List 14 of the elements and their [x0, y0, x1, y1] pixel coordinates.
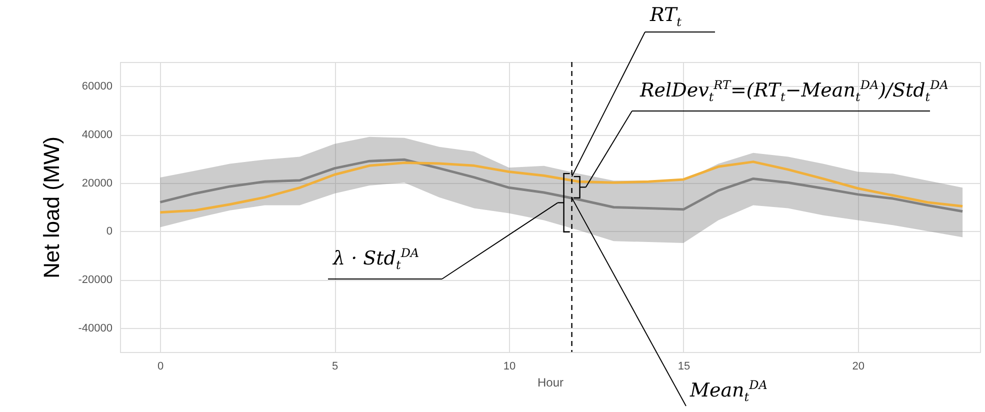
y-tick-label: 20000 — [82, 177, 112, 190]
x-axis-title: Hour — [537, 376, 564, 390]
x-tick-label: 5 — [332, 360, 338, 372]
y-tick-label: -40000 — [78, 322, 112, 334]
x-tick-label: 10 — [503, 360, 516, 372]
y-tick-label: 0 — [106, 226, 112, 238]
x-tick-label: 15 — [678, 360, 690, 372]
annotation: RT$_{t}$ — [650, 4, 682, 30]
x-tick-label: 20 — [852, 360, 865, 372]
y-tick-label: 40000 — [82, 129, 112, 141]
y-tick-label: 60000 — [82, 80, 112, 93]
y-axis-title: Net load (MW) — [39, 136, 64, 278]
x-tick-label: 0 — [158, 360, 164, 372]
y-tick-label: -20000 — [78, 274, 112, 286]
